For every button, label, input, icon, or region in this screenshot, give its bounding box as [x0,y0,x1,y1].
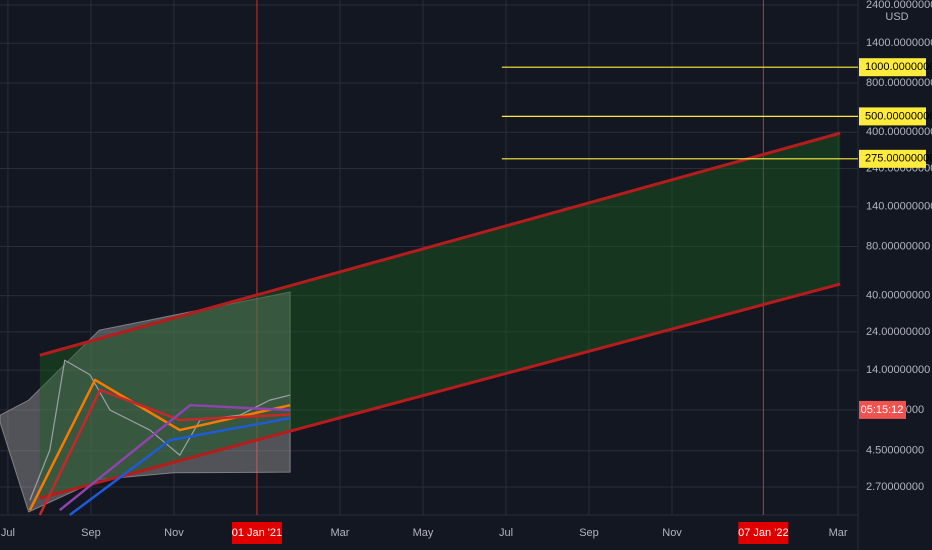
x-tick-label: Sep [81,527,101,539]
channel-lower [39,282,841,500]
series-line [38,388,291,516]
x-tick-label: Sep [579,527,599,539]
y-tick-label: 1400.00000000 [866,37,932,49]
x-tick-label: 07 Jan '22 [738,527,788,539]
x-tick-label: May [413,527,434,539]
x-tick-label: Mar [330,527,349,539]
x-highlight-box [738,522,789,544]
x-tick-label: Nov [164,527,184,539]
y-tick-label: 4.50000000 [866,445,924,457]
level-label: 275.00000000 [865,153,932,165]
x-tick-label: Jul [499,527,513,539]
currency: USD [885,11,908,23]
countdown-box [859,400,906,419]
y-tick-label: 2.70000000 [866,481,924,493]
series-line [58,403,291,512]
level-label-box [859,107,926,126]
y-tick-label: 40.00000000 [866,290,930,302]
countdown: 05:15:12 [861,404,904,416]
x-highlight-box [231,522,282,544]
y-tick-label: 14.00000000 [866,364,930,376]
level-label: 1000.00000000 [865,61,932,73]
x-tick-label: 01 Jan '21 [232,527,282,539]
series-line [68,416,291,517]
channel-upper [39,131,841,357]
y-tick-label: 140.00000000 [866,201,932,213]
x-tick-label: Jul [1,527,15,539]
y-tick-label: 400.00000000 [866,126,932,138]
y-tick-label: 2400.00000000 [866,0,932,11]
y-tick-label: 800.00000000 [866,77,932,89]
level-label-box [859,58,926,77]
level-label: 500.00000000 [865,110,932,122]
series-line [29,359,291,501]
x-tick-label: Nov [662,527,682,539]
y-tick-label: 80.00000000 [866,240,930,252]
level-label-box [859,149,926,168]
x-tick-label: Mar [829,527,848,539]
y-tick-label: 24.00000000 [866,326,930,338]
band-area [0,291,291,513]
